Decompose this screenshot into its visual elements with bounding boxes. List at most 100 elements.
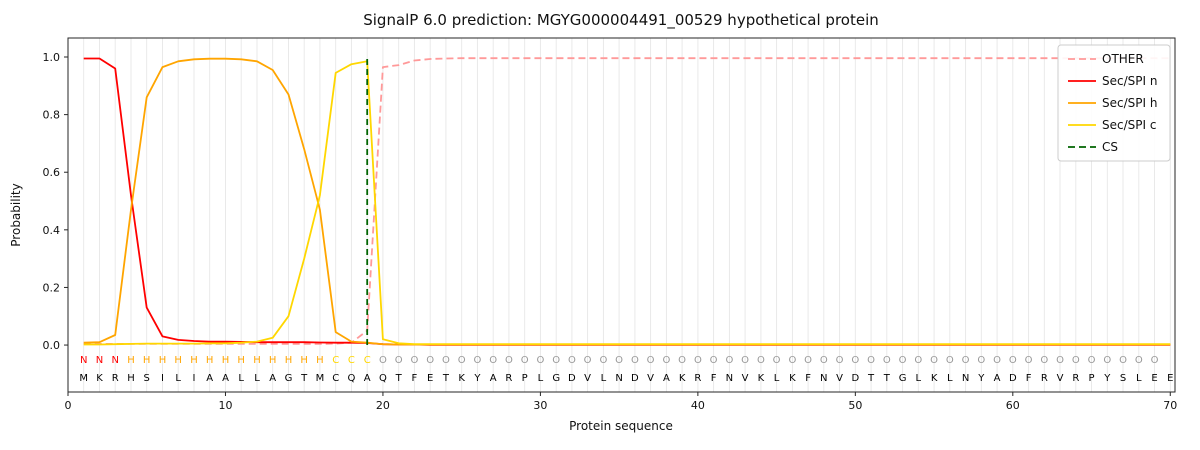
sequence-letter: T xyxy=(395,373,403,384)
sequence-letter: D xyxy=(851,373,859,384)
y-tick-label: 0.6 xyxy=(43,166,61,179)
region-label-letter: O xyxy=(962,355,970,366)
sequence-letter: A xyxy=(994,373,1001,384)
region-label-letter: O xyxy=(1103,355,1111,366)
region-label-letter: O xyxy=(1119,355,1127,366)
sequence-letter: A xyxy=(206,373,213,384)
sequence-letter: F xyxy=(711,373,717,384)
sequence-letter: N xyxy=(962,373,969,384)
region-label-letter: H xyxy=(285,355,293,366)
sequence-letter: I xyxy=(161,373,164,384)
region-label-letter: C xyxy=(364,355,371,366)
sequence-letter: S xyxy=(144,373,150,384)
region-label-letter: O xyxy=(977,355,985,366)
y-axis-label: Probability xyxy=(9,183,23,246)
region-label-letter: O xyxy=(1025,355,1033,366)
region-label-letter: O xyxy=(1040,355,1048,366)
region-label-letter: O xyxy=(584,355,592,366)
region-label-letter: O xyxy=(426,355,434,366)
sequence-letter: Q xyxy=(379,373,387,384)
region-label-letter: N xyxy=(96,355,103,366)
region-label-letter: O xyxy=(741,355,749,366)
region-label-letter: O xyxy=(851,355,859,366)
region-label-letter: H xyxy=(174,355,182,366)
sequence-letter: D xyxy=(1009,373,1017,384)
region-label-letter: N xyxy=(111,355,118,366)
region-label-letter: O xyxy=(473,355,481,366)
sequence-letter: E xyxy=(1167,373,1173,384)
x-tick-label: 60 xyxy=(1006,399,1020,412)
sequence-letter: R xyxy=(1041,373,1048,384)
sequence-letter: P xyxy=(1088,373,1094,384)
legend-label-other: OTHER xyxy=(1102,52,1144,66)
sequence-letter: A xyxy=(269,373,276,384)
region-label-letter: O xyxy=(536,355,544,366)
region-label-letter: O xyxy=(694,355,702,366)
sequence-letter: C xyxy=(332,373,339,384)
region-label-letter: H xyxy=(127,355,135,366)
region-label-letter: O xyxy=(1151,355,1159,366)
plot-border xyxy=(67,37,1176,393)
series-line-other xyxy=(83,57,1171,345)
sequence-letter: K xyxy=(789,373,796,384)
sequence-letter: L xyxy=(947,373,953,384)
y-tick-label: 0.8 xyxy=(43,109,61,122)
region-label-letter: O xyxy=(599,355,607,366)
region-label-letter: O xyxy=(899,355,907,366)
series-line-sec-spi-c xyxy=(83,60,1171,346)
sequence-letter: N xyxy=(820,373,827,384)
region-label-letter: O xyxy=(757,355,765,366)
sequence-letter: G xyxy=(899,373,907,384)
region-label-letter: O xyxy=(914,355,922,366)
sequence-letter: N xyxy=(726,373,733,384)
region-label-letter: C xyxy=(348,355,355,366)
x-tick-label: 10 xyxy=(218,399,232,412)
sequence-letter: Y xyxy=(1103,373,1111,384)
y-tick-label: 0.2 xyxy=(43,281,61,294)
region-label-letter: O xyxy=(836,355,844,366)
legend-label-cs: CS xyxy=(1102,140,1118,154)
region-label-letter: O xyxy=(993,355,1001,366)
region-label-letter: C xyxy=(332,355,339,366)
sequence-letter: K xyxy=(931,373,938,384)
sequence-letter: V xyxy=(584,373,591,384)
region-label-letter: O xyxy=(883,355,891,366)
sequence-letter: L xyxy=(1136,373,1142,384)
axis-ticks: 0 10 20 30 40 50 60 70 0.0 0.2 0.4 0.6 0.8 1.0 xyxy=(43,51,1178,412)
sequence-letter: T xyxy=(300,373,308,384)
sequence-letter: E xyxy=(1151,373,1157,384)
region-label-letter: O xyxy=(489,355,497,366)
region-label-letter: H xyxy=(253,355,261,366)
sequence-letter: L xyxy=(538,373,544,384)
sequence-letter: R xyxy=(694,373,701,384)
sequence-letter: T xyxy=(442,373,450,384)
region-label-letter: O xyxy=(804,355,812,366)
region-label-letter: O xyxy=(568,355,576,366)
y-tick-label: 1.0 xyxy=(43,51,61,64)
region-label-letter: O xyxy=(1088,355,1096,366)
y-tick-label: 0.4 xyxy=(43,224,61,237)
region-label-letter: O xyxy=(521,355,529,366)
sequence-letter: I xyxy=(193,373,196,384)
region-label-letter: H xyxy=(159,355,167,366)
sequence-letter: D xyxy=(568,373,576,384)
sequence-letter: K xyxy=(96,373,103,384)
region-label-letter: O xyxy=(773,355,781,366)
region-label-letter: O xyxy=(1135,355,1143,366)
gridlines xyxy=(83,38,1171,392)
region-label-letter: O xyxy=(725,355,733,366)
y-tick-label: 0.0 xyxy=(43,339,61,352)
sequence-letter: K xyxy=(758,373,765,384)
region-label-letter: O xyxy=(710,355,718,366)
sequence-letter: K xyxy=(458,373,465,384)
region-label-letter: O xyxy=(458,355,466,366)
sequence-letter: P xyxy=(522,373,528,384)
region-label-letter: H xyxy=(222,355,230,366)
sequence-letter: R xyxy=(112,373,119,384)
probability-series-lines xyxy=(83,57,1171,346)
sequence-letter: N xyxy=(615,373,622,384)
region-label-letter: O xyxy=(788,355,796,366)
sequence-letter: R xyxy=(1072,373,1079,384)
